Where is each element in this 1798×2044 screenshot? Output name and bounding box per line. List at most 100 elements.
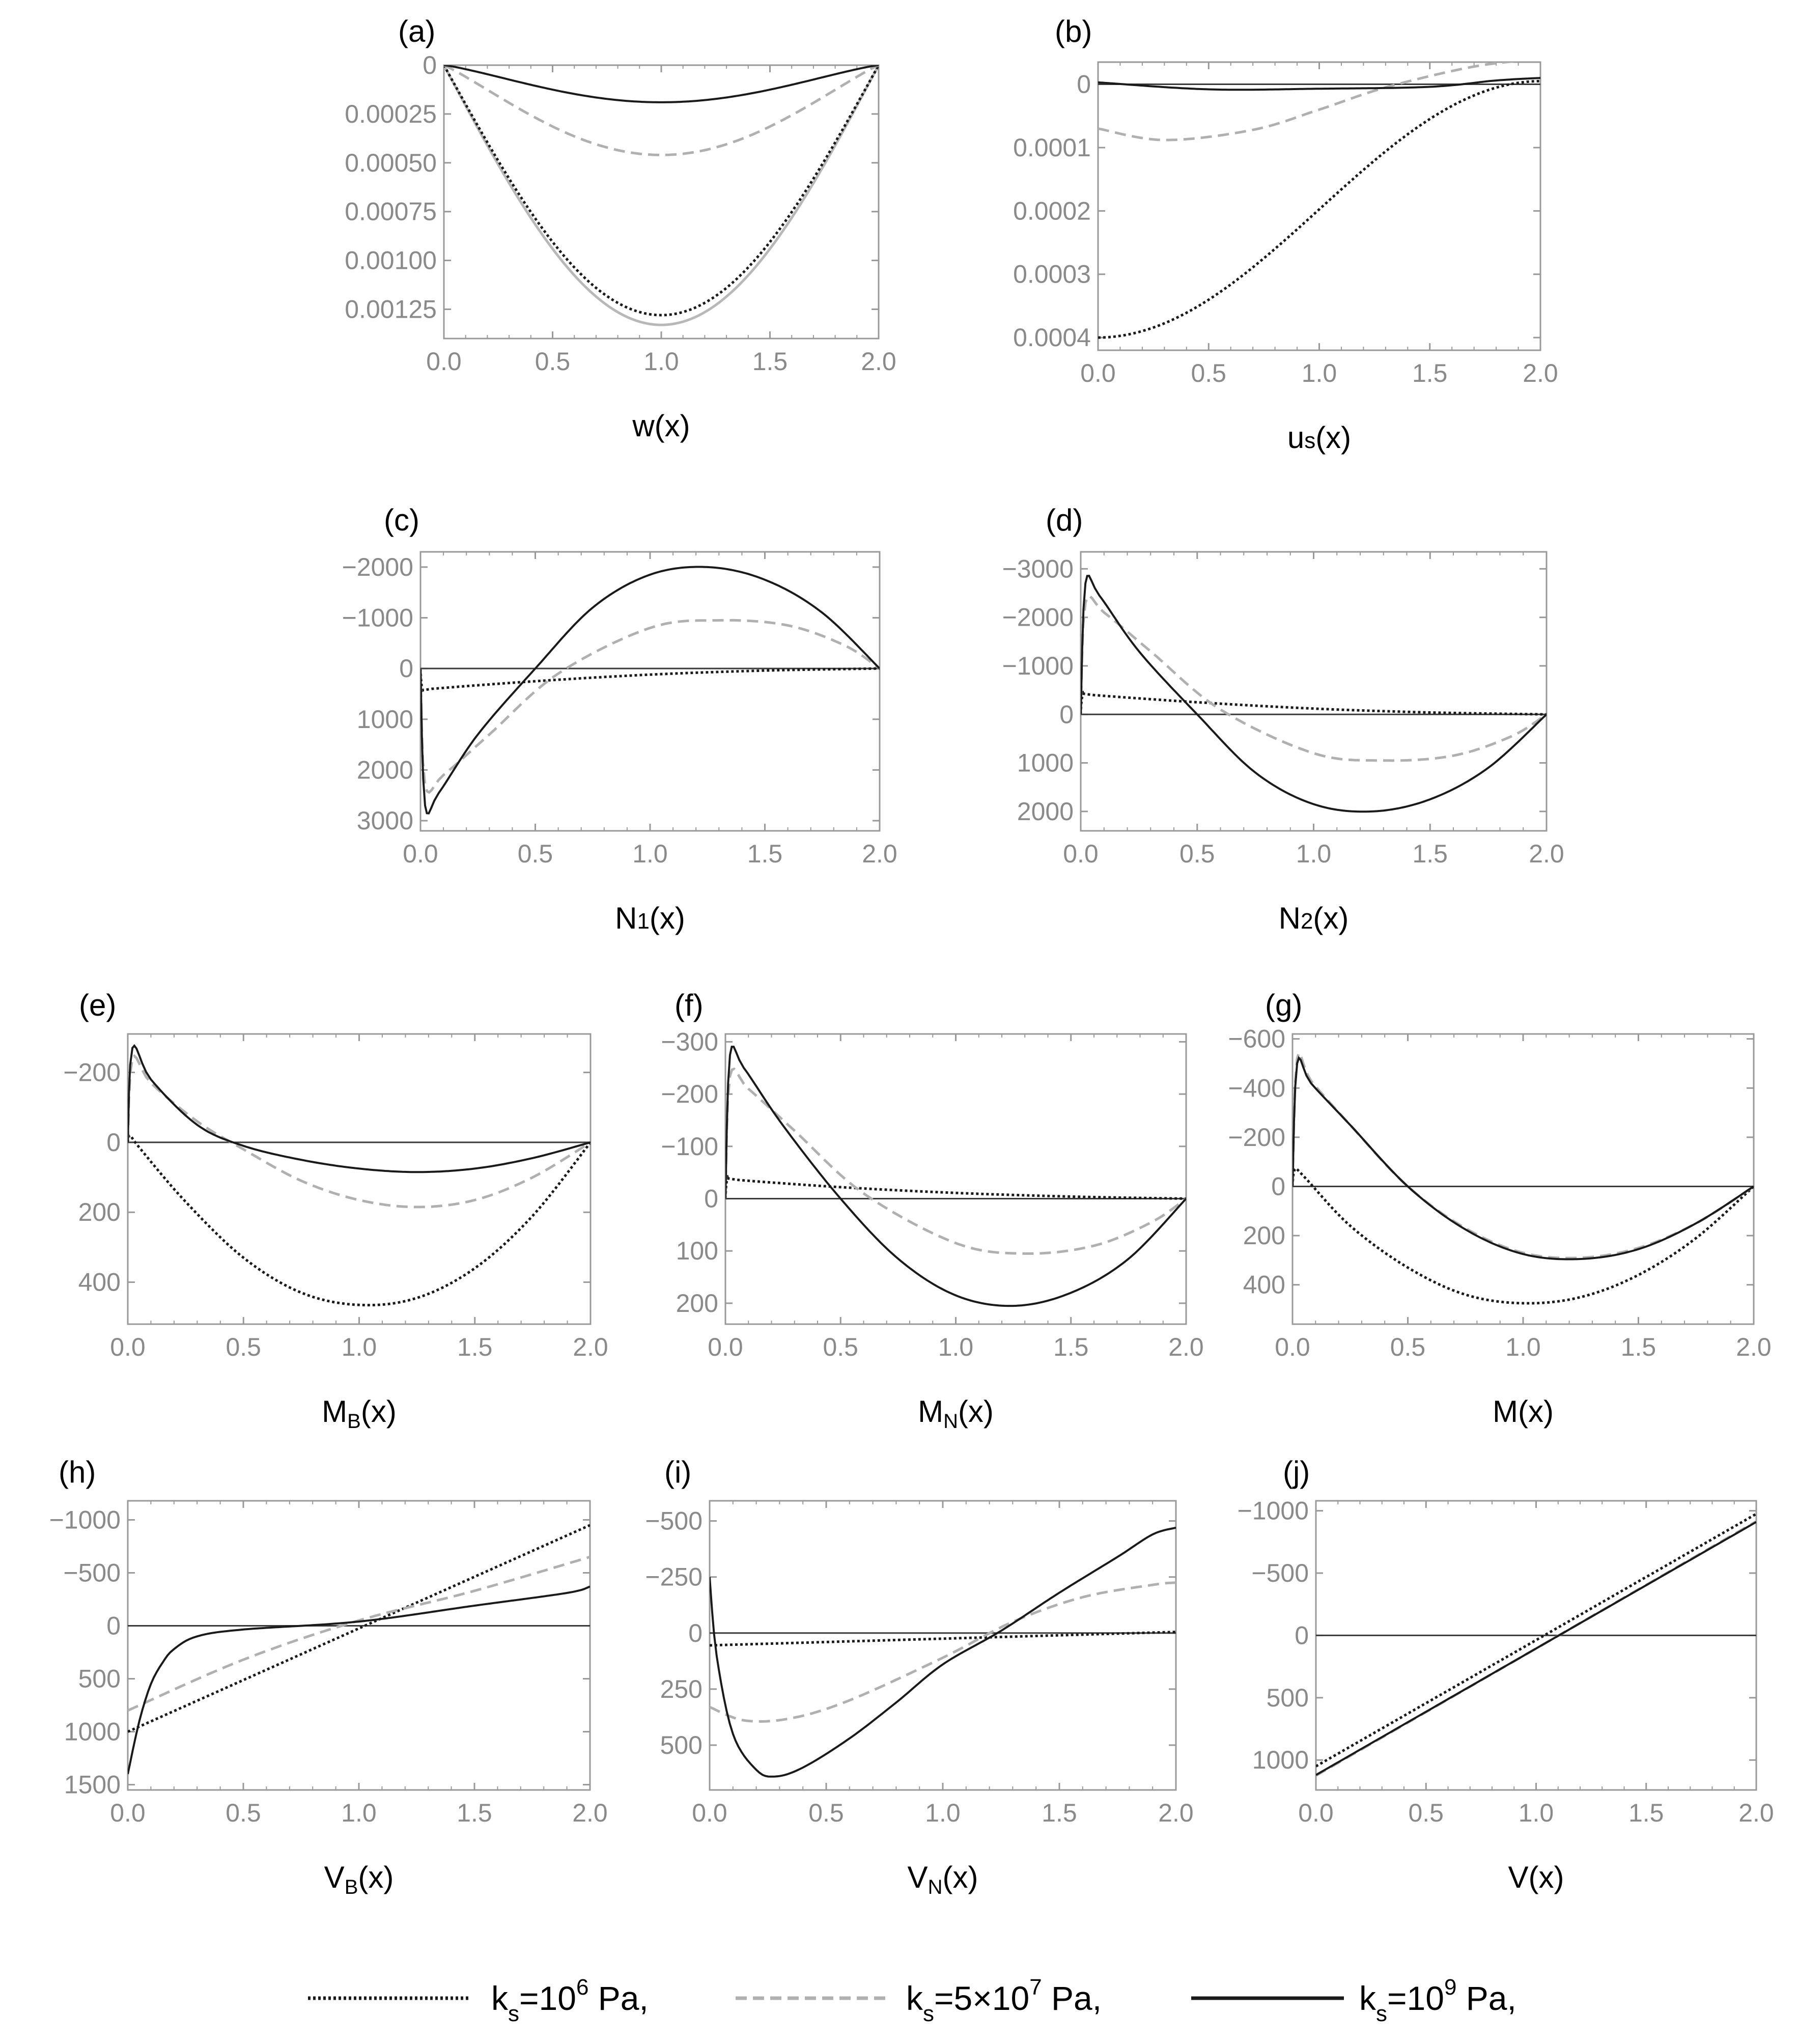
plot-frame	[1315, 1500, 1757, 1791]
x-tick-label: 1.5	[1621, 1333, 1656, 1361]
x-tick-label: 0.5	[1408, 1799, 1444, 1827]
y-tick-label: 2000	[1017, 797, 1074, 826]
y-tick-label: 0	[399, 654, 413, 683]
series-line-solid	[128, 1044, 591, 1173]
plot-frame	[127, 1033, 592, 1325]
series-line-solid	[1098, 77, 1540, 91]
panel-g: (g) 0.0 0.5 1.0 1.5 2.0 −600 −400 −200 0 200 400 M(x…	[1228, 988, 1771, 1429]
y-tick-label: 0	[423, 51, 437, 79]
panel-i: (i) 0.0 0.5 1.0 1.5 2.0 −500 −250 0 250 500 VN(x)	[645, 1455, 1193, 1898]
x-axis-label: MB(x)	[322, 1394, 397, 1433]
x-tick-label: 0.0	[110, 1333, 146, 1361]
x-tick-label: 1.5	[457, 1799, 492, 1827]
x-tick-label: 1.0	[342, 1333, 377, 1361]
legend-label: ks=5×107 Pa,	[906, 1975, 1102, 2026]
x-tick-label: 2.0	[1529, 839, 1564, 868]
panel-letter: (j)	[1283, 1455, 1310, 1489]
y-tick-label: 200	[676, 1289, 718, 1318]
series-group	[128, 1044, 591, 1307]
x-axis-label: VN(x)	[908, 1860, 978, 1898]
series-line-graysolid	[444, 65, 879, 326]
series-group	[420, 566, 880, 815]
x-axis-label: V(x)	[1508, 1860, 1564, 1894]
legend: ks=106 Pa, ks=5×107 Pa, ks=109 Pa,	[308, 1975, 1516, 2026]
y-tick-label: −1000	[342, 604, 413, 632]
plot-frame	[1080, 551, 1548, 832]
y-tick-label: 250	[660, 1675, 703, 1703]
y-tick-label: 500	[660, 1731, 703, 1759]
y-tick-label: 0	[106, 1128, 121, 1157]
series-group	[725, 1045, 1186, 1307]
x-tick-label: 0.5	[226, 1799, 261, 1827]
series-line-solid	[1081, 575, 1547, 813]
panel-letter: (d)	[1046, 503, 1083, 537]
x-axis-label: MN(x)	[918, 1394, 994, 1433]
panel-letter: (e)	[79, 988, 116, 1022]
panel-a: (a) 0.0 0.5 1.0 1.5 2.0 0 0.00025 0.00050 0.00075…	[345, 14, 896, 443]
x-axis-label: M(x)	[1493, 1394, 1554, 1429]
series-line-dashed	[710, 1581, 1176, 1723]
series-line-solid	[128, 1585, 590, 1775]
y-tick-label: 0.0002	[1013, 197, 1091, 225]
y-tick-label: −200	[661, 1080, 718, 1108]
x-tick-label: 2.0	[862, 839, 897, 868]
x-tick-label: 1.0	[632, 839, 668, 868]
x-tick-label: 1.0	[925, 1799, 961, 1827]
panel-j: (j) 0.0 0.5 1.0 1.5 2.0 −1000 −500 0 500 1000 V(x)	[1238, 1455, 1774, 1894]
panel-letter: (f)	[675, 988, 704, 1022]
series-line-solid	[710, 1526, 1176, 1778]
series-group	[1316, 1513, 1756, 1777]
panel-letter: (i)	[664, 1455, 691, 1489]
series-group	[1293, 1050, 1754, 1305]
x-axis-label: N1(x)	[615, 901, 685, 935]
x-tick-label: 1.0	[1296, 839, 1332, 868]
series-group	[710, 1526, 1176, 1778]
series-line-dashed	[128, 1555, 590, 1712]
x-tick-label: 0.0	[692, 1799, 727, 1827]
y-tick-label: 200	[1243, 1221, 1285, 1250]
x-axis-label: N2(x)	[1279, 901, 1349, 935]
y-tick-label: −500	[645, 1507, 703, 1535]
y-tick-label: 0.00100	[345, 246, 437, 275]
series-group	[1081, 575, 1547, 813]
x-tick-label: 0.0	[1275, 1333, 1310, 1361]
panel-letter: (b)	[1055, 14, 1092, 48]
plot-frame	[1097, 61, 1541, 351]
series-line-solid	[1316, 1521, 1756, 1776]
series-line-solid	[1293, 1056, 1754, 1261]
y-tick-label: −600	[1228, 1025, 1285, 1053]
x-tick-label: 1.5	[1412, 359, 1448, 387]
y-tick-label: −500	[1251, 1559, 1309, 1587]
series-line-dotted	[128, 1134, 591, 1307]
y-tick-label: 0.00075	[345, 198, 437, 226]
panel-b: (b) 0.0 0.5 1.0 1.5 2.0 0 0.0001 0.0002 0.0003 0.0…	[1013, 14, 1558, 455]
x-tick-label: 2.0	[1736, 1333, 1772, 1361]
y-tick-label: −2000	[342, 553, 413, 581]
y-tick-label: 0	[688, 1619, 703, 1647]
y-tick-label: 400	[78, 1268, 121, 1297]
x-tick-label: 1.0	[643, 347, 679, 376]
plot-frame	[443, 64, 880, 340]
y-tick-label: −1000	[1238, 1497, 1309, 1525]
series-line-dotted	[1081, 690, 1547, 716]
legend-label: ks=109 Pa,	[1359, 1975, 1516, 2026]
x-tick-label: 0.5	[808, 1799, 844, 1827]
y-tick-label: 3000	[357, 806, 413, 835]
x-tick-label: 1.5	[752, 347, 788, 376]
x-tick-label: 1.0	[1519, 1799, 1554, 1827]
y-tick-label: 0.0004	[1013, 323, 1091, 352]
panel-letter: (h)	[59, 1455, 96, 1489]
series-group	[444, 65, 879, 326]
x-tick-label: 2.0	[1158, 1799, 1194, 1827]
x-tick-label: 0.0	[403, 839, 438, 868]
x-tick-label: 1.0	[341, 1799, 377, 1827]
x-tick-label: 1.5	[1412, 839, 1448, 868]
plot-frame	[724, 1033, 1187, 1325]
x-axis-label: w(x)	[632, 409, 690, 443]
x-tick-label: 2.0	[1168, 1333, 1204, 1361]
panel-letter: (a)	[398, 14, 435, 48]
y-tick-label: −200	[63, 1058, 121, 1087]
y-tick-label: −200	[1228, 1123, 1285, 1152]
series-line-dotted	[710, 1631, 1176, 1647]
